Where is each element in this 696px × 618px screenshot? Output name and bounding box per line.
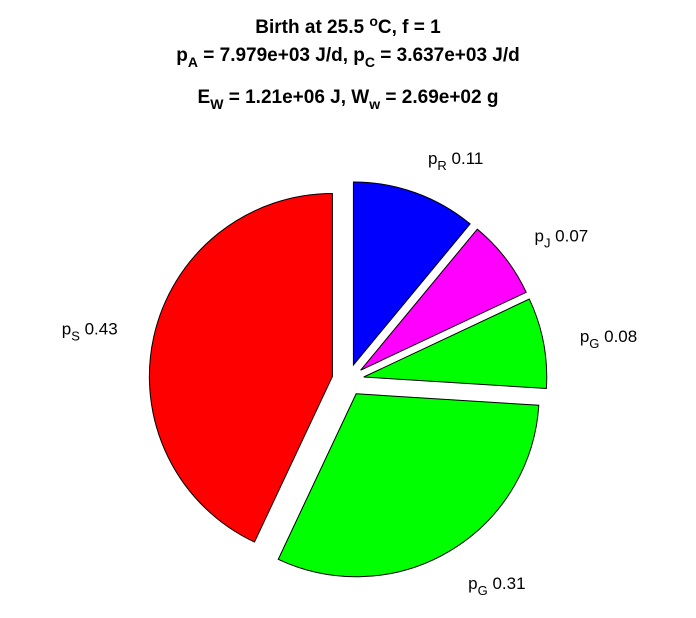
slice-label-3: pG 0.31	[468, 574, 525, 598]
chart-title-line-3: EW = 1.21e+06 J, Ww = 2.69e+02 g	[197, 87, 499, 112]
pie-slice-pJ-1	[360, 228, 527, 371]
chart-title-line-2: pA = 7.979e+03 J/d, pC = 3.637e+03 J/d	[176, 45, 520, 70]
chart-title-line-1: Birth at 25.5 oC, f = 1	[255, 13, 441, 38]
pie-slice-pS-4	[148, 193, 333, 543]
slice-label-0: pR 0.11	[428, 149, 483, 173]
slice-label-4: pS 0.43	[62, 320, 118, 344]
slice-label-1: pJ 0.07	[534, 226, 588, 250]
pie-slice-pR-0	[352, 181, 471, 367]
pie-slice-pG-3	[277, 393, 540, 578]
slice-label-2: pG 0.08	[580, 327, 637, 351]
pie-slice-pG-2	[363, 298, 548, 390]
